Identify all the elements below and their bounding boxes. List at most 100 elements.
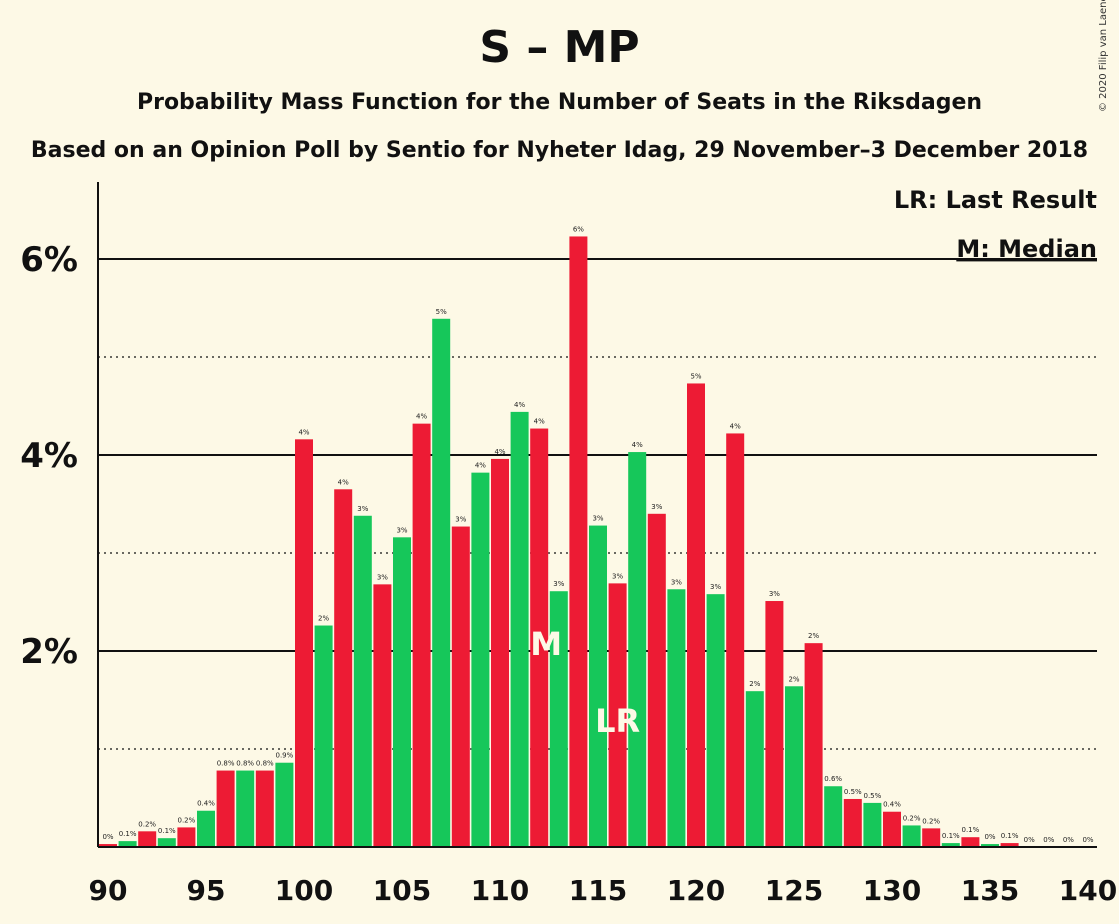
- bar-label-92: 0.2%: [138, 820, 156, 828]
- bar-120: [687, 383, 705, 847]
- bar-109: [471, 472, 490, 847]
- bar-94: [177, 827, 196, 847]
- last-result-marker: LR: [595, 702, 640, 740]
- bar-102: [334, 489, 353, 847]
- bar-label-130: 0.4%: [883, 801, 901, 809]
- bar-label-112: 4%: [534, 418, 545, 426]
- bar-128: [843, 798, 862, 847]
- bar-label-123: 2%: [749, 680, 760, 688]
- bar-93: [157, 838, 176, 847]
- y-tick-2: 2%: [20, 632, 78, 672]
- bar-117: [628, 452, 647, 847]
- bar-132: [922, 828, 941, 847]
- bar-107: [432, 318, 451, 847]
- bar-label-127: 0.6%: [824, 775, 842, 783]
- bar-91: [118, 841, 137, 847]
- bar-134: [961, 837, 980, 847]
- bar-96: [216, 770, 235, 847]
- bar-label-99: 0.9%: [276, 752, 294, 760]
- bar-label-98: 0.8%: [256, 760, 274, 768]
- bar-label-125: 2%: [788, 675, 799, 683]
- bar-label-136: 0.1%: [1001, 832, 1019, 840]
- bar-90: [99, 844, 117, 847]
- bar-label-105: 3%: [396, 526, 407, 534]
- bar-103: [353, 515, 372, 847]
- x-tick-125: 125: [765, 874, 823, 907]
- bar-113: [549, 591, 568, 847]
- legend-median: M: Median: [956, 235, 1097, 263]
- bar-label-111: 4%: [514, 401, 525, 409]
- bar-116: [608, 583, 627, 847]
- bar-112: [530, 428, 549, 847]
- bar-label-139: 0%: [1063, 836, 1074, 844]
- axes-group: [97, 182, 1097, 848]
- bar-124: [765, 601, 784, 847]
- bar-98: [255, 770, 274, 847]
- legend-last-result: LR: Last Result: [894, 186, 1097, 214]
- bar-label-110: 4%: [494, 448, 505, 456]
- bar-label-107: 5%: [436, 308, 447, 316]
- chart-title: S – MP: [479, 22, 640, 73]
- bar-130: [883, 811, 901, 847]
- bar-115: [589, 525, 607, 847]
- bar-105: [393, 537, 411, 847]
- bar-label-106: 4%: [416, 413, 427, 421]
- bar-111: [510, 411, 529, 847]
- bar-label-122: 4%: [730, 422, 741, 430]
- bar-101: [314, 625, 333, 847]
- bar-122: [726, 433, 745, 847]
- bar-104: [373, 584, 392, 847]
- bar-label-128: 0.5%: [844, 788, 862, 796]
- bar-135: [981, 844, 999, 847]
- bar-label-90: 0%: [102, 833, 113, 841]
- bar-label-113: 3%: [553, 580, 564, 588]
- bar-label-114: 6%: [573, 225, 584, 233]
- x-tick-120: 120: [667, 874, 725, 907]
- x-tick-130: 130: [863, 874, 921, 907]
- tick-labels-group: 90 95 100 105 110 115 120 125 130 135 140 2% 4% 6%: [20, 240, 1117, 907]
- bar-label-118: 3%: [651, 503, 662, 511]
- x-tick-140: 140: [1059, 874, 1117, 907]
- bar-136: [1000, 843, 1019, 847]
- x-tick-110: 110: [471, 874, 529, 907]
- bar-label-101: 2%: [318, 615, 329, 623]
- bar-label-121: 3%: [710, 583, 721, 591]
- bar-125: [785, 686, 803, 847]
- bar-127: [824, 786, 843, 847]
- bar-label-108: 3%: [455, 516, 466, 524]
- bar-label-117: 4%: [632, 441, 643, 449]
- bar-label-133: 0.1%: [942, 832, 960, 840]
- bar-label-103: 3%: [357, 505, 368, 513]
- bar-97: [236, 770, 255, 847]
- bar-99: [275, 762, 294, 847]
- chart-source-line: Based on an Opinion Poll by Sentio for N…: [30, 138, 1089, 163]
- bar-label-129: 0.5%: [864, 792, 882, 800]
- bar-label-132: 0.2%: [922, 817, 940, 825]
- bar-label-124: 3%: [769, 590, 780, 598]
- bar-label-97: 0.8%: [236, 760, 254, 768]
- x-tick-115: 115: [569, 874, 627, 907]
- bar-114: [569, 236, 588, 847]
- bar-label-138: 0%: [1043, 836, 1054, 844]
- x-tick-135: 135: [961, 874, 1019, 907]
- legend-group: LR: Last Result M: Median: [894, 186, 1097, 263]
- bar-110: [491, 458, 509, 847]
- y-tick-4: 4%: [20, 436, 78, 476]
- bar-label-102: 4%: [338, 478, 349, 486]
- bar-label-91: 0.1%: [119, 830, 137, 838]
- bar-label-116: 3%: [612, 572, 623, 580]
- bar-108: [451, 526, 470, 847]
- bar-123: [745, 691, 764, 847]
- bar-labels-group: 0% 0.1%0.2%0.1%0.2%0.4%0.8% 0.8% 0.8%0.9%4%…: [102, 225, 1093, 844]
- x-tick-90: 90: [89, 874, 128, 907]
- bar-133: [941, 843, 960, 847]
- bar-label-115: 3%: [592, 515, 603, 523]
- markers-group: M LR: [530, 625, 640, 740]
- bar-92: [138, 831, 157, 847]
- bar-label-100: 4%: [298, 428, 309, 436]
- bar-label-120: 5%: [690, 372, 701, 380]
- bar-119: [667, 589, 686, 847]
- chart-subtitle: Probability Mass Function for the Number…: [136, 90, 983, 115]
- bar-100: [295, 439, 313, 847]
